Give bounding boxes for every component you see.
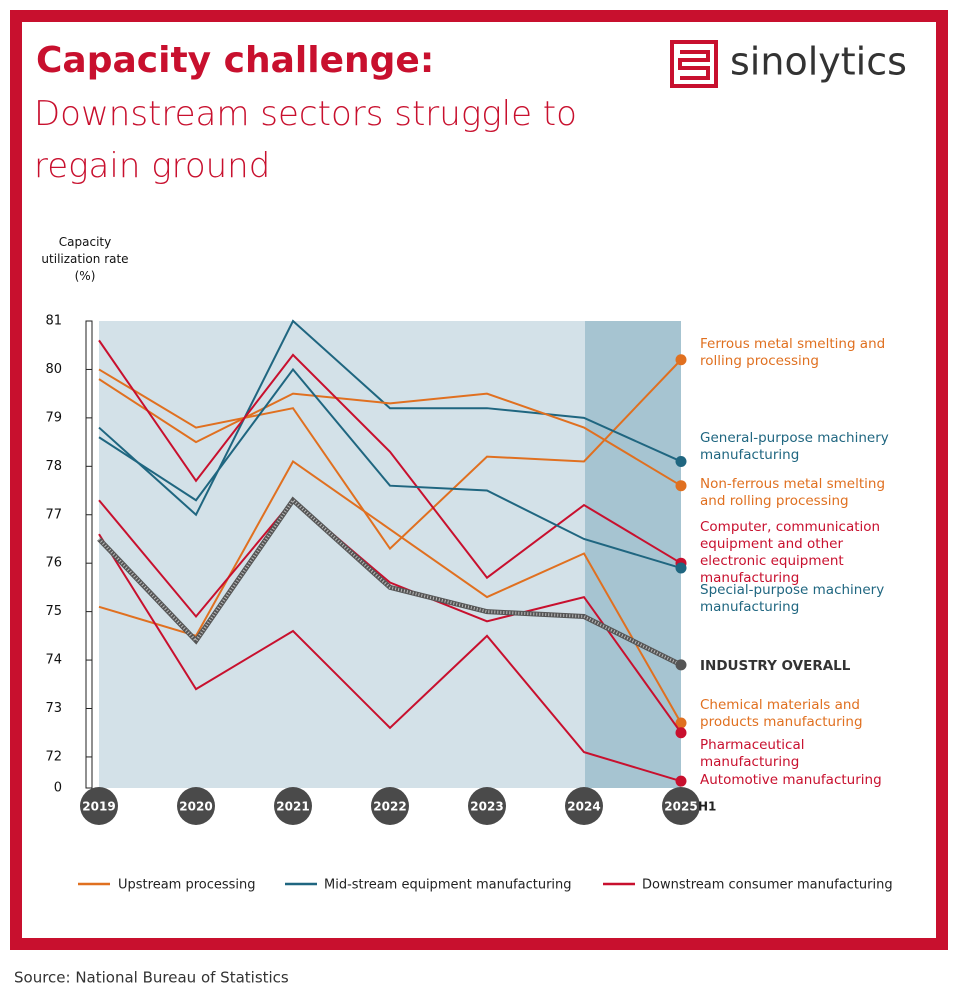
series-label: Special-purpose machinery manufacturing — [700, 582, 885, 615]
series-label: Automotive manufacturing — [700, 772, 882, 788]
series-line — [98, 498, 682, 734]
y-axis — [85, 320, 93, 789]
year-badge — [662, 787, 700, 825]
x-tick-label: 2021 — [276, 800, 309, 814]
series-label: Pharmaceutical manufacturing — [700, 737, 805, 770]
end-dot — [675, 480, 687, 492]
y-tick-label: 81 — [45, 314, 62, 329]
logo-icon — [670, 40, 718, 88]
subtitle: Downstream sectors struggle to regain gr… — [34, 94, 577, 186]
y-tick-label: 76 — [45, 556, 62, 571]
legend-label: Mid-stream equipment manufacturing — [324, 878, 572, 893]
subtitle-box: Downstream sectors struggle to regain gr… — [34, 94, 577, 186]
end-dot — [675, 455, 687, 467]
legend-label: Downstream consumer manufacturing — [642, 878, 893, 893]
series-line — [98, 339, 682, 580]
end-dot — [675, 659, 687, 671]
y-tick-label: 74 — [45, 653, 62, 668]
y-tick-label: 80 — [45, 362, 62, 377]
title: Capacity challenge: — [36, 40, 434, 81]
series-label: Non-ferrous metal smelting and rolling p… — [700, 476, 886, 509]
source: Source: National Bureau of Statistics — [14, 969, 289, 987]
series-label: Chemical materials and products manufact… — [700, 697, 863, 730]
x-tick-label: 2019 — [82, 800, 115, 814]
series-line — [98, 319, 682, 517]
series-label: INDUSTRY OVERALL — [700, 658, 851, 674]
overall-line-hatch — [97, 497, 682, 667]
series-line — [98, 367, 682, 569]
year-badge — [565, 787, 603, 825]
x-tick-label: 2022 — [373, 800, 406, 814]
brand: sinolytics — [730, 40, 907, 84]
year-badge — [177, 787, 215, 825]
year-badge — [274, 787, 312, 825]
x-tick-label: 2023 — [470, 800, 503, 814]
y-tick-label: 72 — [45, 749, 62, 764]
y-bottom-label: 0 — [54, 781, 62, 796]
y-tick-label: 78 — [45, 459, 62, 474]
x-tick-label: 2020 — [179, 800, 212, 814]
y-label-box: Capacity utilization rate (%) — [41, 235, 129, 283]
end-dot — [675, 727, 687, 739]
end-dot — [675, 775, 687, 787]
series-label: Ferrous metal smelting and rolling proce… — [700, 336, 886, 369]
series-line — [98, 378, 682, 487]
series-line — [98, 533, 682, 783]
year-badge — [468, 787, 506, 825]
y-axis-label: Capacity utilization rate (%) — [41, 235, 129, 283]
y-tick-label: 73 — [45, 701, 62, 716]
x-tick-label: 2024 — [567, 800, 600, 814]
frame — [10, 10, 948, 950]
series-line — [98, 359, 682, 551]
end-dot — [675, 354, 687, 366]
series-label: Computer, communication equipment and ot… — [700, 519, 881, 586]
year-badge — [80, 787, 118, 825]
y-tick-label: 79 — [45, 410, 62, 425]
legend-label: Upstream processing — [118, 878, 256, 893]
x-tick-label: 2025 — [664, 800, 697, 814]
series-line — [98, 460, 682, 724]
x-note: H1 — [698, 800, 716, 814]
y-tick-label: 75 — [45, 604, 62, 619]
y-tick-label: 77 — [45, 507, 62, 522]
year-badge — [371, 787, 409, 825]
end-dot — [675, 562, 687, 574]
end-dot — [675, 717, 687, 729]
series-label: General-purpose machinery manufacturing — [700, 430, 889, 463]
